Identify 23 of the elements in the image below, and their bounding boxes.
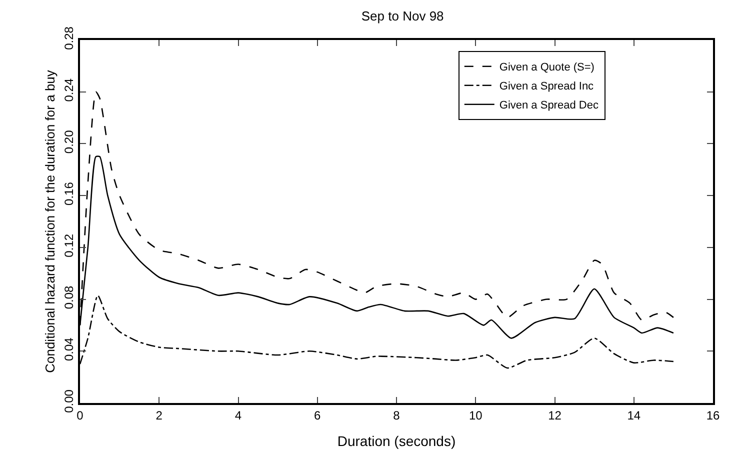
x-tick-label: 14: [627, 408, 641, 422]
x-tick-label: 10: [468, 408, 483, 422]
y-tick-label: 0.00: [62, 389, 76, 413]
y-tick-label: 0.08: [62, 285, 76, 310]
y-tick-label: 0.12: [62, 234, 76, 258]
x-tick-label: 4: [234, 408, 242, 422]
x-tick-label: 2: [156, 408, 163, 422]
y-tick-label: 0.04: [62, 337, 76, 362]
y-tick-label: 0.20: [62, 130, 76, 154]
y-tick-label: 0.24: [62, 78, 76, 102]
y-tick-label: 0.28: [62, 26, 76, 50]
y-tick-label: 0.16: [62, 182, 76, 206]
x-axis-title: Duration (seconds): [337, 433, 456, 450]
legend-label: Given a Spread Dec: [499, 100, 599, 112]
legend-label: Given a Quote (S=): [499, 62, 594, 74]
x-tick-label: 12: [548, 408, 562, 422]
x-tick-label: 8: [393, 408, 400, 422]
y-axis-title: Conditional hazard function for the duration for a buy: [42, 70, 58, 373]
legend-label: Given a Spread Inc: [499, 80, 594, 93]
x-tick-label: 6: [314, 408, 322, 422]
chart-title: Sep to Nov 98: [361, 8, 444, 24]
x-tick-label: 16: [706, 408, 720, 422]
x-tick-label: 0: [76, 408, 84, 422]
